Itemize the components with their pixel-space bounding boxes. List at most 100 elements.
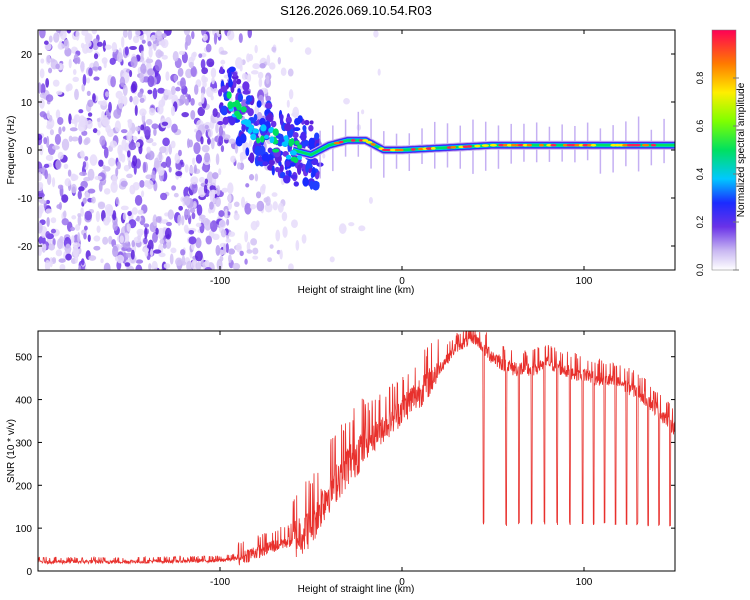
spectrogram-noise-speck bbox=[80, 151, 85, 159]
spectrogram-noise-speck bbox=[183, 30, 191, 36]
spectrogram-noise-speck bbox=[227, 193, 232, 203]
spectrogram-noise-speck bbox=[147, 40, 152, 47]
spectrogram-noise-speck bbox=[234, 143, 239, 154]
spectrogram-noise-speck bbox=[89, 154, 98, 166]
spectrogram-noise-speck bbox=[102, 39, 107, 52]
spectrogram-peak bbox=[446, 146, 452, 149]
spectrogram-noise-speck bbox=[91, 30, 98, 35]
spectrogram-noise-speck bbox=[43, 40, 49, 45]
spectrogram-peak bbox=[498, 143, 505, 147]
spectrogram-noise-speck bbox=[211, 77, 215, 85]
spectrogram-noise-speck bbox=[45, 154, 54, 161]
spectrogram-noise-speck bbox=[53, 32, 60, 43]
spectrogram-noise-speck bbox=[202, 33, 208, 42]
spectrogram-noise-speck bbox=[97, 201, 106, 210]
spectrogram-noise-speck bbox=[55, 159, 62, 170]
spectrogram-noise-speck bbox=[180, 159, 184, 165]
spectrogram-noise-speck bbox=[142, 161, 147, 173]
spectrogram-noise-speck bbox=[304, 47, 312, 55]
spectrogram-noise-speck bbox=[58, 258, 66, 263]
spectrogram-blob bbox=[264, 102, 273, 109]
spectrogram-noise-speck bbox=[181, 111, 189, 118]
spectrogram-noise-speck bbox=[191, 260, 198, 270]
spectrogram-noise-speck bbox=[67, 169, 72, 177]
spectrogram-noise-speck bbox=[105, 124, 111, 133]
spectrogram-noise-speck bbox=[169, 253, 174, 265]
spectrogram-noise-speck bbox=[244, 202, 252, 215]
spectrogram-blob bbox=[228, 115, 236, 126]
spectrogram-noise-speck bbox=[85, 33, 93, 42]
spectrogram-blob bbox=[290, 174, 298, 179]
spectrogram-noise-speck bbox=[78, 265, 82, 270]
spectrogram-noise-speck bbox=[118, 103, 123, 110]
spectrogram-noise-speck bbox=[78, 109, 84, 114]
spectrogram-noise-speck bbox=[86, 119, 93, 129]
spectrogram-noise-speck bbox=[119, 76, 126, 87]
spectrogram-blob bbox=[292, 132, 299, 139]
spectrogram-noise-speck bbox=[157, 104, 164, 115]
spectrogram-blob bbox=[279, 113, 284, 120]
spectrogram-noise-speck bbox=[93, 245, 101, 251]
spectrogram-noise-speck bbox=[173, 74, 178, 82]
snr-xtick-label: 0 bbox=[399, 577, 405, 588]
spectrogram-blob bbox=[274, 166, 280, 173]
spectrogram-noise-speck bbox=[160, 161, 168, 169]
spectrogram-noise-speck bbox=[70, 183, 77, 194]
spectrogram-peak bbox=[538, 143, 544, 147]
spectrogram-blob bbox=[217, 121, 224, 126]
spectrogram-noise-speck bbox=[43, 137, 47, 145]
colorbar-label: Normalized spectral amplitude bbox=[736, 82, 747, 217]
spectrogram-noise-speck bbox=[104, 44, 112, 50]
spectrogram-noise-speck bbox=[116, 52, 123, 63]
spectrogram-noise-speck bbox=[153, 249, 162, 254]
spectrogram-noise-speck bbox=[247, 30, 252, 39]
spectrogram-noise-speck bbox=[218, 168, 222, 176]
spectrogram-track-blob bbox=[250, 133, 257, 141]
spectrogram-noise-speck bbox=[137, 230, 143, 239]
spectrogram-noise-speck bbox=[86, 77, 91, 84]
spectrogram-noise-speck bbox=[204, 152, 211, 163]
figure-title: S126.2026.069.10.54.R03 bbox=[280, 3, 432, 18]
spectrogram-noise-speck bbox=[227, 182, 234, 195]
spectrogram-track-blob bbox=[283, 135, 289, 141]
spectrogram-noise-speck bbox=[136, 215, 140, 222]
colorbar-gradient bbox=[712, 30, 736, 270]
spectrogram-track-blob bbox=[260, 124, 267, 132]
spectrogram-xlabel: Height of straight line (km) bbox=[298, 285, 415, 296]
spectrogram-noise-speck bbox=[39, 92, 48, 99]
spectrogram-peak bbox=[650, 143, 657, 147]
spectrogram-noise-speck bbox=[277, 202, 284, 213]
spectrogram-noise-speck bbox=[109, 57, 116, 65]
spectrogram-blob bbox=[285, 170, 289, 176]
spectrogram-noise-speck bbox=[73, 53, 79, 65]
spectrogram-noise-speck bbox=[220, 145, 225, 153]
spectrogram-noise-speck bbox=[252, 247, 259, 255]
spectrogram-noise-speck bbox=[280, 67, 287, 76]
spectrogram-noise-speck bbox=[228, 248, 236, 255]
spectrogram-blob bbox=[236, 78, 242, 85]
spectrogram-noise-speck bbox=[131, 81, 138, 93]
spectrogram-blob bbox=[220, 105, 229, 116]
spectrogram-noise-speck bbox=[226, 30, 235, 41]
spectrogram-noise-speck bbox=[66, 83, 73, 91]
colorbar-tick-label: 0.8 bbox=[695, 72, 705, 85]
spectrogram-noise-speck bbox=[192, 201, 197, 209]
spectrogram-noise-speck bbox=[132, 136, 138, 141]
spectrogram-noise-speck bbox=[205, 43, 212, 53]
spectrogram-blob bbox=[285, 116, 292, 124]
spectrogram-noise-speck bbox=[200, 136, 204, 145]
spectrogram-noise-speck bbox=[230, 155, 236, 163]
colorbar-tick-label: 0.0 bbox=[695, 264, 705, 277]
spectrogram-noise-speck bbox=[68, 135, 73, 142]
spectrogram-noise-speck bbox=[97, 100, 105, 105]
spectrogram-noise-speck bbox=[45, 94, 54, 102]
snr-panel: -100 0 100 0 100 200 300 400 500 Height of strai… bbox=[6, 330, 676, 595]
spectrogram-noise-speck bbox=[55, 109, 61, 120]
spectrogram-track-blob bbox=[227, 101, 234, 110]
spectrogram-noise-speck bbox=[130, 56, 138, 68]
spectrogram-noise-speck bbox=[222, 134, 231, 140]
spectrogram-ytick-label: 20 bbox=[21, 50, 33, 61]
spectrogram-noise-speck bbox=[131, 207, 138, 215]
spectrogram-blob bbox=[240, 133, 247, 144]
